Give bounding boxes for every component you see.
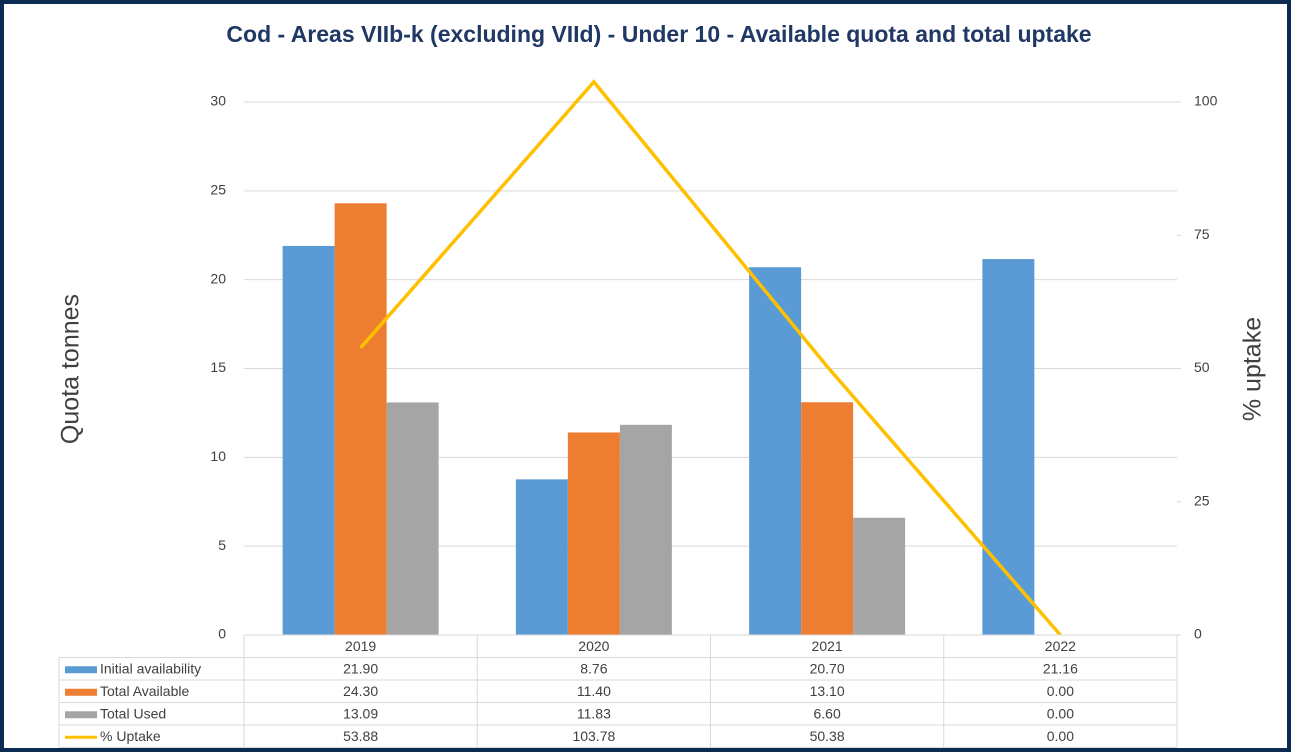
y2-tick-label: 25	[1194, 492, 1210, 508]
chart-title: Cod - Areas VIIb-k (excluding VIId) - Un…	[226, 21, 1092, 47]
legend-label: % Uptake	[100, 728, 161, 744]
legend-label: Total Available	[100, 683, 189, 699]
bar	[619, 424, 672, 635]
bar	[749, 267, 802, 635]
table-value: 50.38	[810, 728, 845, 744]
bar	[801, 402, 854, 635]
bar	[515, 479, 568, 635]
table-value: 13.10	[810, 683, 845, 699]
legend-label: Total Used	[100, 705, 166, 721]
y2-tick-label: 0	[1194, 626, 1202, 642]
table-value: 21.16	[1043, 660, 1078, 676]
y2-tick-label: 100	[1194, 93, 1218, 109]
table-value: 20.70	[810, 660, 845, 676]
table-value: 0.00	[1047, 683, 1074, 699]
bar	[386, 402, 439, 635]
bar	[334, 203, 387, 635]
table-value: 24.30	[343, 683, 378, 699]
bar	[282, 245, 335, 635]
y2-tick-label: 75	[1194, 226, 1210, 242]
y-tick-label: 0	[218, 626, 226, 642]
x-tick-label: 2019	[345, 638, 376, 654]
legend-key	[65, 666, 97, 674]
y-tick-label: 5	[218, 537, 226, 553]
plot-clip	[359, 79, 1062, 635]
y-tick-label: 20	[210, 270, 226, 286]
legend-key	[65, 711, 97, 719]
x-tick-label: 2022	[1045, 638, 1076, 654]
table-value: 13.09	[343, 705, 378, 721]
legend-key	[65, 688, 97, 696]
table-value: 103.78	[572, 728, 615, 744]
y-tick-label: 30	[210, 93, 226, 109]
table-value: 8.76	[580, 660, 607, 676]
line	[359, 79, 1062, 635]
bar	[853, 517, 906, 635]
x-tick-label: 2020	[578, 638, 609, 654]
bar	[567, 432, 620, 635]
y-axis-title: Quota tonnes	[57, 294, 85, 444]
y-tick-label: 10	[210, 448, 226, 464]
y-tick-label: 15	[210, 359, 226, 375]
table-value: 6.60	[814, 705, 841, 721]
table-value: 0.00	[1047, 705, 1074, 721]
table-value: 21.90	[343, 660, 378, 676]
table-value: 53.88	[343, 728, 378, 744]
legend-label: Initial availability	[100, 660, 201, 676]
chart: Quota tonnes % uptake 0 5 10 15 20 25 30 0 25 50 7…	[57, 79, 1267, 748]
table-value: 11.83	[577, 705, 611, 721]
table-value: 11.40	[577, 683, 611, 699]
x-tick-label: 2021	[812, 638, 843, 654]
y2-axis-title: % uptake	[1239, 317, 1267, 421]
y-tick-label: 25	[210, 182, 226, 198]
bar	[982, 259, 1035, 635]
y2-tick-label: 50	[1194, 359, 1210, 375]
table-value: 0.00	[1047, 728, 1074, 744]
